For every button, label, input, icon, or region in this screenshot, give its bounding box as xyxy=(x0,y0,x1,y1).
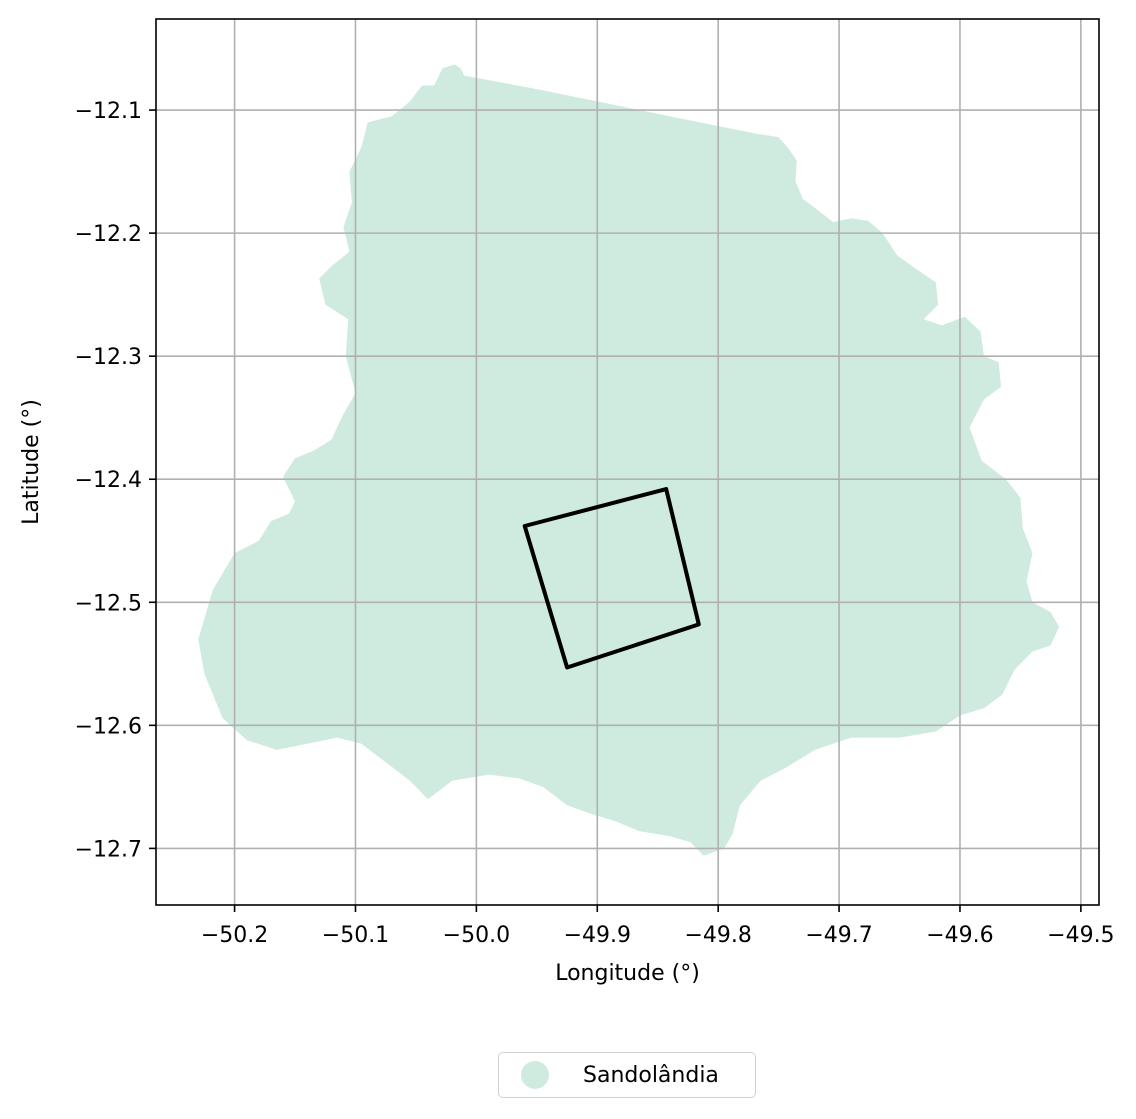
x-tick-label: −50.0 xyxy=(443,923,510,948)
y-axis-title: Latitude (°) xyxy=(19,399,44,525)
x-tick-label: −49.6 xyxy=(926,923,993,948)
y-tick-label: −12.1 xyxy=(75,99,142,124)
y-tick-label: −12.3 xyxy=(75,345,142,370)
x-tick-label: −49.7 xyxy=(805,923,872,948)
x-tick-label: −50.1 xyxy=(322,923,389,948)
y-tick-label: −12.2 xyxy=(75,222,142,247)
x-axis-ticks: −50.2 −50.1 −50.0 −49.9 −49.8 −49.7 −49.6 −49.5 xyxy=(201,905,1115,948)
y-tick-label: −12.4 xyxy=(75,468,142,493)
x-tick-label: −49.9 xyxy=(564,923,631,948)
x-axis-title: Longitude (°) xyxy=(555,961,700,986)
study-area-polygon xyxy=(522,487,701,670)
x-tick-label: −49.5 xyxy=(1047,923,1114,948)
plot-frame xyxy=(155,18,1100,906)
grid-lines xyxy=(156,19,1099,905)
region-sandolandia xyxy=(198,64,1060,856)
legend-label: Sandolândia xyxy=(583,1062,719,1088)
y-axis-ticks: −12.1 −12.2 −12.3 −12.4 −12.5 −12.6 −12.7 xyxy=(75,99,156,862)
legend-marker-sandolandia xyxy=(521,1061,549,1089)
legend: Sandolândia xyxy=(498,1052,756,1098)
x-tick-label: −50.2 xyxy=(201,923,268,948)
y-tick-label: −12.6 xyxy=(75,714,142,739)
x-tick-label: −49.8 xyxy=(684,923,751,948)
y-tick-label: −12.5 xyxy=(75,591,142,616)
plot-area xyxy=(155,18,1100,906)
y-tick-label: −12.7 xyxy=(75,837,142,862)
